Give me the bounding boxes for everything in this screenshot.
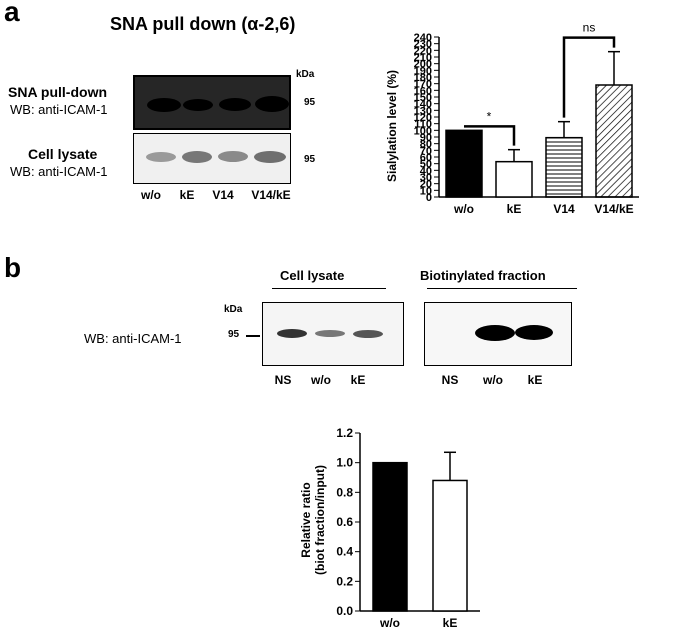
chart2-ytick-label: 1.0 — [336, 456, 353, 470]
chart1-category-label: V14/kE — [594, 202, 633, 216]
chart1-ytick-label: 60 — [420, 152, 432, 164]
chart1-ytick-label: 120 — [414, 112, 432, 124]
mw-bottom: 95 — [304, 154, 316, 165]
blot-sna-pulldown — [133, 75, 291, 130]
chart1-ytick-label: 70 — [420, 145, 432, 157]
chart1-ytick-label: 190 — [414, 65, 432, 77]
chart2-ylabel-line1: Relative ratio — [299, 482, 313, 557]
chart1-ytick-label: 50 — [420, 159, 432, 171]
chart1-ytick-label: 10 — [420, 185, 432, 197]
chart1-ytick-label: 100 — [414, 125, 432, 137]
chart1-bar — [445, 129, 483, 198]
chart1-ytick-label: 30 — [420, 172, 432, 184]
chart1-bar — [495, 160, 533, 198]
lane-a-3: V14 — [212, 188, 234, 202]
chart1-category-label: w/o — [453, 202, 474, 216]
biotinylated-underline — [427, 288, 577, 289]
chart1-ytick-label: 160 — [414, 85, 432, 97]
mw-top: 95 — [304, 97, 316, 108]
blot-cell-lysate-a — [133, 133, 291, 184]
panel-b-letter: b — [4, 252, 22, 283]
lane-b-right-3: kE — [527, 373, 543, 387]
chart2-ytick-label: 0.0 — [336, 604, 353, 618]
panel-a-title: SNA pull down (α-2,6) — [110, 14, 296, 34]
chart1-bar — [595, 84, 633, 198]
chart1-ytick-label: 220 — [414, 45, 432, 57]
lane-b-left-2: w/o — [311, 373, 331, 387]
panel-a-letter: a — [4, 0, 20, 27]
chart1-category-label: V14 — [553, 202, 575, 216]
lane-b-right-1: NS — [441, 373, 459, 387]
cell-lysate-underline — [272, 288, 386, 289]
chart2-ytick-label: 0.4 — [336, 545, 353, 559]
blot-bottom-sublabel: WB: anti-ICAM-1 — [10, 164, 108, 179]
mw-b-tick — [246, 335, 260, 337]
chart2-category-label: kE — [443, 616, 458, 629]
blot-top-label: SNA pull-down — [8, 84, 108, 100]
chart2-ytick-label: 0.2 — [336, 574, 353, 588]
chart1-bar — [545, 136, 583, 198]
chart1-ytick-label: 40 — [420, 165, 432, 177]
kda-label-a: kDa — [296, 69, 315, 80]
blot-top-sublabel: WB: anti-ICAM-1 — [10, 102, 108, 117]
wb-label-b: WB: anti-ICAM-1 — [84, 331, 182, 346]
chart1-ytick-label: 140 — [414, 99, 432, 111]
chart1-ytick-label: 20 — [420, 179, 432, 191]
chart1-significance-label: ns — [583, 21, 596, 35]
sialylation-chart: Sialylation level (%) 010203040506070809… — [385, 21, 639, 216]
chart2-category-label: w/o — [379, 616, 400, 629]
chart2-ytick-label: 0.6 — [336, 515, 353, 529]
chart2-ytick-label: 0.8 — [336, 485, 353, 499]
chart1-ylabel: Sialylation level (%) — [385, 70, 399, 182]
chart1-ytick-label: 90 — [420, 132, 432, 144]
lane-b-left-3: kE — [350, 373, 366, 387]
chart1-ytick-label: 130 — [414, 105, 432, 117]
chart2-ytick-label: 1.2 — [336, 426, 353, 440]
biotinylated-heading: Biotinylated fraction — [420, 268, 546, 283]
blot-cell-lysate-b — [262, 302, 404, 366]
lane-a-1: w/o — [141, 188, 161, 202]
chart2-bar — [432, 479, 468, 612]
blot-biotinylated — [424, 302, 572, 366]
lane-a-2: kE — [179, 188, 195, 202]
lane-a-4: V14/kE — [251, 188, 291, 202]
chart1-ytick-label: 80 — [420, 139, 432, 151]
chart1-significance-bracket — [562, 36, 616, 118]
cell-lysate-heading: Cell lysate — [280, 268, 345, 283]
chart1-ytick-label: 210 — [414, 52, 432, 64]
lane-b-right-2: w/o — [483, 373, 503, 387]
chart1-category-label: kE — [507, 202, 522, 216]
chart1-ytick-label: 230 — [414, 39, 432, 51]
chart1-ytick-label: 180 — [414, 72, 432, 84]
chart1-ytick-label: 200 — [414, 59, 432, 71]
lane-b-left-1: NS — [274, 373, 292, 387]
relative-ratio-chart: Relative ratio (biot fraction/input) 0.0… — [299, 426, 480, 629]
chart1-ytick-label: 170 — [414, 79, 432, 91]
chart1-ytick-label: 110 — [414, 119, 432, 131]
chart2-ylabel-line2: (biot fraction/input) — [313, 465, 327, 575]
chart1-ytick-label: 240 — [414, 32, 432, 44]
mw-b: 95 — [228, 329, 240, 340]
blot-bottom-label: Cell lysate — [28, 146, 98, 162]
chart1-ytick-label: 150 — [414, 92, 432, 104]
chart1-ytick-label: 0 — [426, 192, 432, 204]
chart2-bar — [372, 461, 408, 612]
chart1-significance-label: * — [487, 109, 492, 123]
kda-label-b: kDa — [224, 304, 243, 315]
chart1-significance-bracket — [464, 125, 516, 146]
